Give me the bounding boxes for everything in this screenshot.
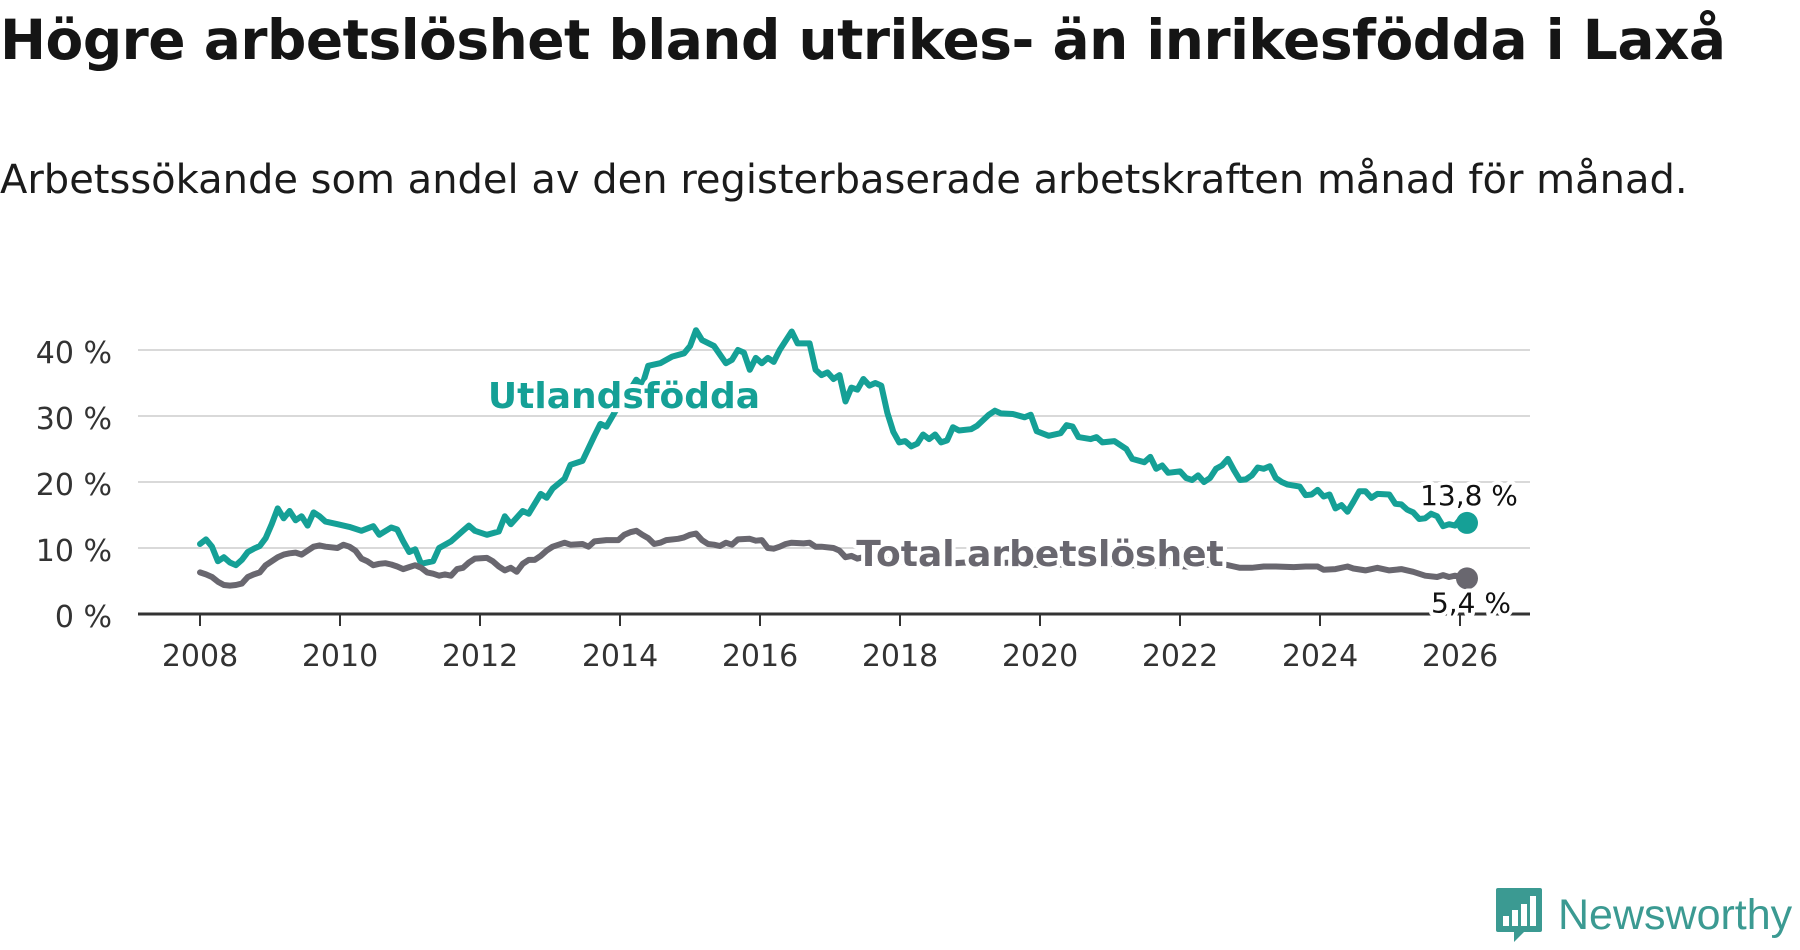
y-tick-label-10: 10 % bbox=[36, 534, 112, 569]
x-tick-label-2014: 2014 bbox=[582, 639, 658, 674]
end-value-utlandsfodda-halo: 13,8 % bbox=[1420, 479, 1518, 512]
y-tick-label-20: 20 % bbox=[36, 468, 112, 503]
x-tick-label-2016: 2016 bbox=[722, 639, 798, 674]
series-end-dot-1 bbox=[1456, 567, 1478, 590]
series-label-total: Total arbetslöshet bbox=[856, 534, 1224, 575]
series-lines bbox=[197, 327, 1478, 590]
end-value-utlandsfodda: 13,8 % bbox=[1420, 479, 1518, 512]
x-tick-label-2022: 2022 bbox=[1142, 639, 1218, 674]
y-axis-ticks: 0 % 10 % 20 % 30 % 40 % bbox=[36, 336, 112, 635]
x-tick-label-2008: 2008 bbox=[162, 639, 238, 674]
chart-subtitle: Arbetssökande som andel av den registerb… bbox=[0, 157, 1688, 203]
chart-title: Högre arbetslöshet bland utrikes- än inr… bbox=[0, 8, 1726, 72]
series-label-utlandsfodda: Utlandsfödda bbox=[488, 376, 760, 417]
bar-chart-bubble-icon bbox=[1496, 888, 1542, 942]
series-line-1 bbox=[197, 527, 1470, 589]
series-label-total-halo: Total arbetslöshet bbox=[856, 534, 1224, 575]
x-tick-label-2026: 2026 bbox=[1422, 639, 1498, 674]
y-tick-label-0: 0 % bbox=[55, 600, 112, 635]
y-tick-label-40: 40 % bbox=[36, 336, 112, 371]
x-axis: 2008 2010 2012 2014 2016 2018 2020 2022 2024 2026 bbox=[138, 612, 1530, 674]
series-label-utlandsfodda-halo: Utlandsfödda bbox=[488, 376, 760, 417]
y-tick-label-30: 30 % bbox=[36, 402, 112, 437]
x-tick-label-2024: 2024 bbox=[1282, 639, 1358, 674]
x-tick-label-2020: 2020 bbox=[1002, 639, 1078, 674]
x-tick-label-2018: 2018 bbox=[862, 639, 938, 674]
x-tick-label-2012: 2012 bbox=[442, 639, 518, 674]
x-tick-label-2010: 2010 bbox=[302, 639, 378, 674]
series-end-dot-0 bbox=[1456, 511, 1478, 534]
series-line-0 bbox=[197, 327, 1470, 569]
end-value-total-halo: 5,4 % bbox=[1431, 586, 1511, 619]
brand-name: Newsworthy bbox=[1558, 890, 1793, 939]
newsworthy-brand[interactable]: Newsworthy bbox=[1494, 880, 1792, 950]
end-value-total: 5,4 % bbox=[1431, 586, 1511, 619]
